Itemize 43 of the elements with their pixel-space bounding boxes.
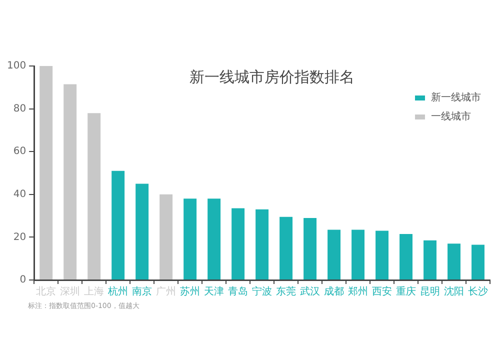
x-tick-label: 成都 xyxy=(324,286,344,298)
bar xyxy=(136,184,149,280)
bar xyxy=(400,234,412,280)
y-tick-label: 40 xyxy=(13,188,26,200)
y-tick-label: 80 xyxy=(13,103,26,114)
x-tick-label: 苏州 xyxy=(180,286,200,298)
bar xyxy=(40,66,53,280)
bar xyxy=(328,230,341,280)
x-tick-label: 郑州 xyxy=(348,286,368,298)
bar xyxy=(88,113,101,280)
bar xyxy=(280,216,293,280)
bar xyxy=(304,218,317,280)
x-tick-label: 重庆 xyxy=(396,286,416,298)
bar xyxy=(256,209,269,280)
x-tick-label: 南京 xyxy=(132,286,152,298)
x-tick-label: 杭州 xyxy=(107,286,128,298)
bar xyxy=(472,244,484,280)
x-tick-label: 长沙 xyxy=(468,286,488,298)
y-tick-label: 0 xyxy=(20,274,26,286)
legend-label: 新一线城市 xyxy=(431,92,481,104)
x-tick-label: 青岛 xyxy=(228,286,248,298)
bar xyxy=(448,244,460,280)
bar xyxy=(376,230,388,280)
bar xyxy=(208,198,221,280)
x-tick-label: 西安 xyxy=(372,286,392,298)
y-tick-label: 20 xyxy=(13,232,26,243)
x-tick-label: 昆明 xyxy=(420,286,440,298)
x-tick-label: 武汉 xyxy=(300,286,320,298)
x-tick-label: 东莞 xyxy=(276,286,296,298)
y-tick-label: 60 xyxy=(13,146,26,158)
bar xyxy=(184,198,197,280)
bar xyxy=(112,170,125,280)
x-tick-label: 宁波 xyxy=(252,286,272,298)
bar xyxy=(160,194,173,280)
legend-label: 一线城市 xyxy=(431,110,471,123)
chart-title: 新一线城市房价指数排名 xyxy=(190,68,355,86)
bar xyxy=(232,208,245,280)
bar xyxy=(424,240,436,280)
bar xyxy=(64,84,77,280)
x-tick-label: 天津 xyxy=(204,286,224,298)
y-tick-label: 100 xyxy=(6,60,26,72)
bar xyxy=(352,230,365,280)
x-tick-label: 沈阳 xyxy=(444,286,464,298)
